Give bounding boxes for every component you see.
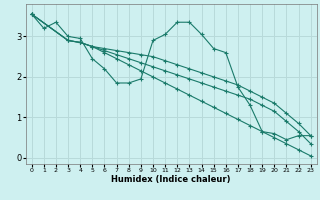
X-axis label: Humidex (Indice chaleur): Humidex (Indice chaleur) bbox=[111, 175, 231, 184]
